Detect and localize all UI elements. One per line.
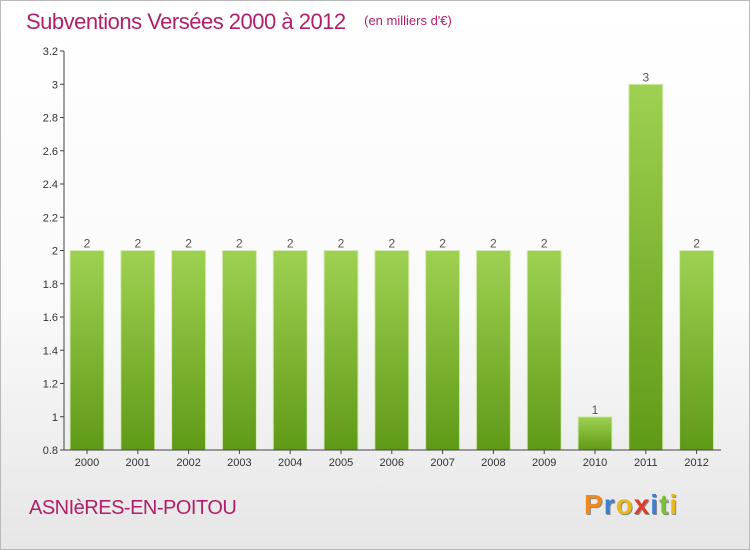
bar-2011	[628, 83, 664, 451]
bar-2009	[526, 250, 562, 451]
y-tick-label: 1.4	[43, 345, 58, 357]
title-row: Subventions Versées 2000 à 2012 (en mill…	[26, 9, 452, 35]
bar-2012	[679, 250, 715, 451]
data-label-2007: 2	[439, 237, 446, 251]
bar-2002	[171, 250, 207, 451]
data-label-2001: 2	[134, 237, 141, 251]
brand-letter: i	[650, 489, 660, 520]
bar-2003	[221, 250, 257, 451]
x-tick-label-2012: 2012	[684, 457, 708, 469]
x-tick-label-2007: 2007	[430, 457, 454, 469]
brand-letter: i	[669, 489, 679, 520]
x-tick-label-2009: 2009	[532, 457, 556, 469]
bar-2008	[475, 250, 511, 451]
data-label-2002: 2	[185, 237, 192, 251]
data-label-2004: 2	[287, 237, 294, 251]
brand-letter: P	[584, 489, 604, 520]
y-tick-label: 0.8	[43, 445, 58, 457]
data-label-2000: 2	[84, 237, 91, 251]
y-tick-label: 1.2	[43, 379, 58, 391]
bar-2007	[425, 250, 461, 451]
brand-letter: x	[633, 489, 651, 520]
brand-letter: r	[603, 489, 616, 520]
chart-title: Subventions Versées 2000 à 2012	[26, 9, 346, 34]
x-tick-label-2010: 2010	[583, 457, 607, 469]
x-tick-label-2011: 2011	[634, 457, 658, 469]
bar-2000	[69, 250, 105, 451]
x-tick-label-2003: 2003	[227, 457, 251, 469]
y-tick-label: 2.6	[43, 146, 58, 158]
x-tick-label-2004: 2004	[278, 457, 302, 469]
data-label-2010: 1	[592, 403, 599, 417]
y-tick-label: 2	[52, 246, 58, 258]
chart-subtitle: (en milliers d'€)	[364, 13, 452, 28]
x-tick-label-2001: 2001	[126, 457, 150, 469]
bar-2005	[323, 250, 359, 451]
bar-2001	[120, 250, 156, 451]
y-tick-label: 3	[52, 79, 58, 91]
y-tick-label: 2.4	[43, 179, 58, 191]
data-label-2006: 2	[388, 237, 395, 251]
bar-2004	[272, 250, 308, 451]
brand-letter: o	[615, 489, 634, 520]
y-tick-label: 1.8	[43, 279, 58, 291]
y-tick-label: 1.6	[43, 312, 58, 324]
data-label-2011: 3	[642, 70, 649, 84]
proxiti-logo[interactable]: Proxiti	[584, 489, 678, 521]
commune-name: ASNIèRES-EN-POITOU	[29, 497, 237, 519]
x-tick-label-2006: 2006	[380, 457, 404, 469]
y-tick-label: 2.2	[43, 212, 58, 224]
x-tick-label-2000: 2000	[75, 457, 99, 469]
data-label-2003: 2	[236, 237, 243, 251]
data-label-2005: 2	[338, 237, 345, 251]
bar-2006	[374, 250, 410, 451]
x-tick-label-2002: 2002	[176, 457, 200, 469]
bar-2010	[577, 416, 613, 451]
brand-letter: t	[659, 489, 670, 520]
y-tick-label: 2.8	[43, 113, 58, 125]
data-label-2012: 2	[693, 237, 700, 251]
x-tick-label-2008: 2008	[481, 457, 505, 469]
data-label-2009: 2	[541, 237, 548, 251]
data-label-2008: 2	[490, 237, 497, 251]
y-tick-label: 1	[52, 412, 58, 424]
x-tick-label-2005: 2005	[329, 457, 353, 469]
y-tick-label: 3.2	[43, 46, 58, 58]
